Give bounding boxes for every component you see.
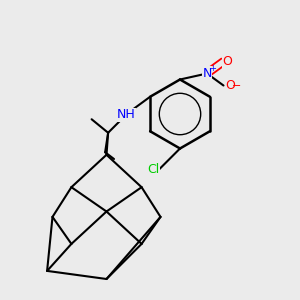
Text: N: N [202, 67, 212, 80]
Text: +: + [209, 64, 216, 73]
Text: −: − [232, 80, 242, 91]
Text: O: O [222, 55, 232, 68]
Text: Cl: Cl [148, 163, 160, 176]
Text: O: O [225, 79, 235, 92]
Text: NH: NH [117, 108, 136, 121]
